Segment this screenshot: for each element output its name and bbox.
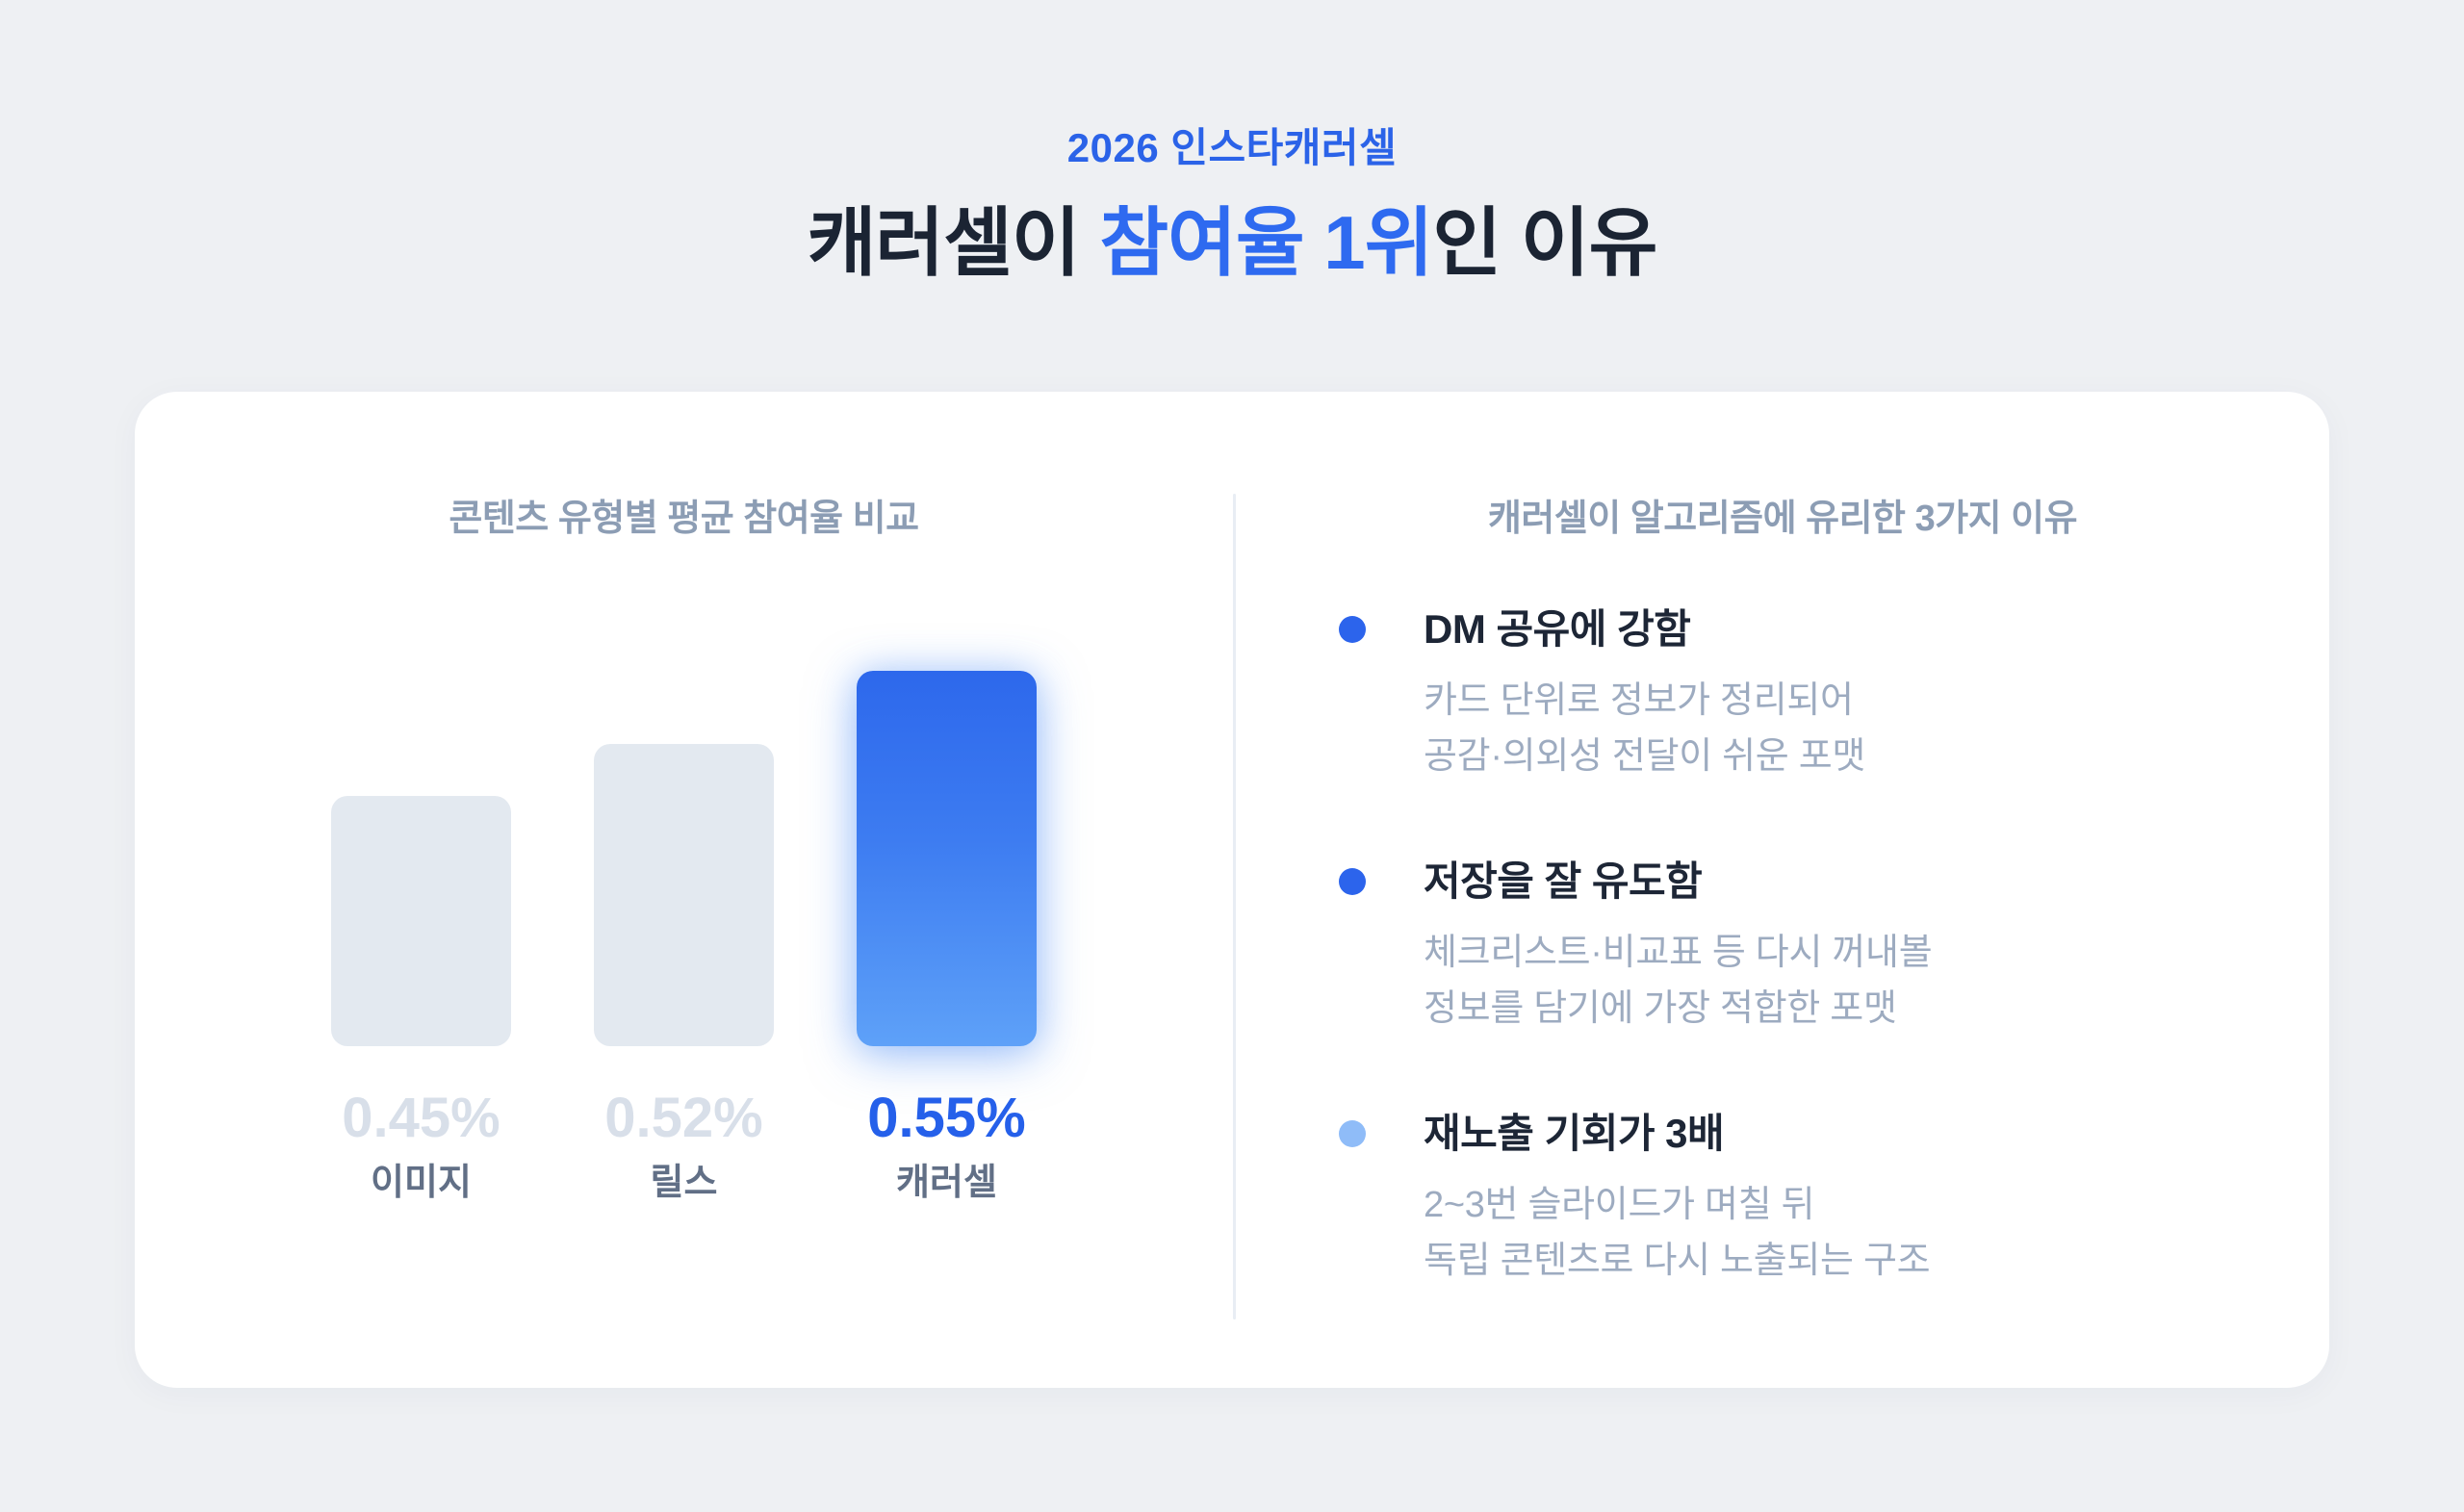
bar-value: 0.52% — [604, 1087, 763, 1149]
header: 2026 인스타캐러셀 캐러셀이 참여율 1위인 이유 — [0, 0, 2464, 287]
page-title: 캐러셀이 참여율 1위인 이유 — [0, 198, 2464, 287]
reason-heading: 저장을 잘 유도함 — [1424, 859, 1703, 904]
bullet-dot-icon — [1339, 616, 1366, 643]
reason-description-line: 2~3번 슬라이드가 며칠 뒤 — [1424, 1185, 1815, 1225]
page-title-highlight: 참여율 1위 — [1099, 200, 1433, 285]
bar-track — [857, 671, 1037, 1046]
bar-carousel — [857, 671, 1037, 1046]
reason-description-line: 정보를 담기에 가장 적합한 포맷 — [1424, 988, 1897, 1029]
bar-label: 릴스 — [650, 1163, 718, 1203]
reason-heading: DM 공유에 강함 — [1424, 606, 1691, 652]
bar-reels — [594, 744, 774, 1046]
reason-body: 재노출 기회가 3배 2~3번 슬라이드가 며칠 뒤 독립 콘텐츠로 다시 노출… — [1424, 1110, 1931, 1289]
reason-item-dm-share: DM 공유에 강함 카드 단위로 정보가 정리되어 공감·의외성 전달이 쉬운 … — [1339, 605, 2291, 784]
chart-title: 콘텐츠 유형별 평균 참여율 비교 — [449, 499, 919, 539]
bar-group-image: 0.45% 이미지 — [331, 671, 511, 1202]
reason-item-reexposure: 재노출 기회가 3배 2~3번 슬라이드가 며칠 뒤 독립 콘텐츠로 다시 노출… — [1339, 1110, 2291, 1289]
page-title-prefix: 캐러셀이 — [807, 200, 1100, 285]
reasons-list: DM 공유에 강함 카드 단위로 정보가 정리되어 공감·의외성 전달이 쉬운 … — [1339, 605, 2291, 1362]
bar-group-reels: 0.52% 릴스 — [594, 671, 774, 1202]
reason-description: 2~3번 슬라이드가 며칠 뒤 독립 콘텐츠로 다시 노출되는 구조 — [1424, 1177, 1931, 1289]
bar-track — [331, 671, 511, 1046]
bullet-dot-icon — [1339, 868, 1366, 895]
reasons-title: 캐러셀이 알고리즘에 유리한 3가지 이유 — [1487, 499, 2078, 539]
bullet-dot-icon — [1339, 1120, 1366, 1147]
page-title-suffix: 인 이유 — [1432, 200, 1657, 285]
reason-description: 체크리스트·비교표 등 다시 꺼내볼 정보를 담기에 가장 적합한 포맷 — [1424, 925, 1933, 1037]
content-card: 콘텐츠 유형별 평균 참여율 비교 0.45% 이미지 0.52% 릴스 — [135, 392, 2329, 1388]
reason-description-line: 체크리스트·비교표 등 다시 꺼내볼 — [1424, 933, 1933, 973]
reason-item-save: 저장을 잘 유도함 체크리스트·비교표 등 다시 꺼내볼 정보를 담기에 가장 … — [1339, 858, 2291, 1037]
bar-label: 캐러셀 — [896, 1163, 997, 1203]
eyebrow-text: 2026 인스타캐러셀 — [1066, 125, 1398, 170]
bar-group-carousel: 0.55% 캐러셀 — [857, 671, 1037, 1202]
reason-description-line: 독립 콘텐츠로 다시 노출되는 구조 — [1424, 1241, 1931, 1281]
reason-description-line: 공감·의외성 전달이 쉬운 포맷 — [1424, 736, 1866, 777]
reasons-panel: 캐러셀이 알고리즘에 유리한 3가지 이유 DM 공유에 강함 카드 단위로 정… — [1236, 392, 2329, 1388]
reason-body: 저장을 잘 유도함 체크리스트·비교표 등 다시 꺼내볼 정보를 담기에 가장 … — [1424, 858, 1933, 1037]
bar-label: 이미지 — [371, 1163, 472, 1203]
bar-track — [594, 671, 774, 1046]
reason-body: DM 공유에 강함 카드 단위로 정보가 정리되어 공감·의외성 전달이 쉬운 … — [1424, 605, 1865, 784]
chart-panel: 콘텐츠 유형별 평균 참여율 비교 0.45% 이미지 0.52% 릴스 — [135, 392, 1233, 1388]
bar-value: 0.45% — [342, 1087, 500, 1149]
bar-image — [331, 796, 511, 1046]
reason-heading: 재노출 기회가 3배 — [1424, 1111, 1725, 1156]
bar-chart: 0.45% 이미지 0.52% 릴스 0.55% 캐러셀 — [135, 671, 1233, 1202]
bar-value: 0.55% — [867, 1087, 1026, 1149]
reason-description-line: 카드 단위로 정보가 정리되어 — [1424, 680, 1854, 721]
panel-divider — [1233, 494, 1236, 1320]
reason-description: 카드 단위로 정보가 정리되어 공감·의외성 전달이 쉬운 포맷 — [1424, 673, 1865, 784]
